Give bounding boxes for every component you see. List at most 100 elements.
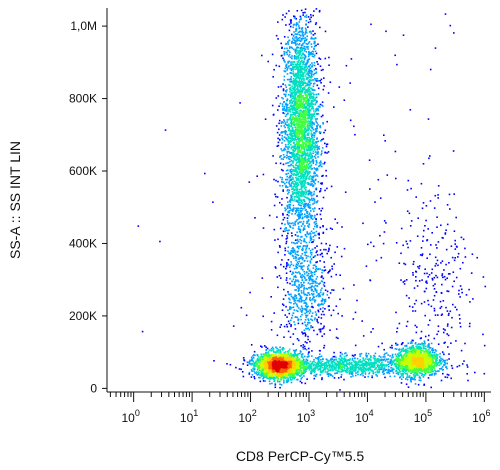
event-dot [282,304,285,307]
event-dot [275,34,278,37]
event-dot [311,104,313,106]
event-dot [304,213,306,215]
event-dot [291,47,294,49]
event-dot [286,189,289,192]
event-dot [306,356,309,358]
event-dot [312,92,314,94]
event-dot [281,135,283,137]
event-dot [297,81,299,84]
event-dot [300,80,302,83]
event-dot [299,118,301,120]
event-dot [300,133,303,136]
event-dot [298,287,300,290]
event-dot [307,157,310,160]
event-dot [260,353,262,356]
event-dot [320,303,323,306]
event-dot [274,266,277,268]
event-dot [303,107,306,109]
event-dot [314,118,317,120]
event-dot [281,142,283,144]
event-dot [300,183,302,186]
event-dot [282,112,284,114]
event-dot [312,14,314,17]
event-dot [323,299,326,301]
event-dot [301,265,303,268]
event-dot [298,226,300,228]
event-dot [295,188,298,191]
event-dot [309,287,311,289]
event-dot [283,70,286,72]
event-dot [303,50,306,52]
event-dot [297,160,300,163]
event-dot [300,202,303,205]
event-dot [306,245,308,248]
event-dot [295,76,298,79]
event-dot [300,54,303,57]
event-dot [290,140,292,143]
event-dot [253,370,255,372]
event-dot [311,127,314,130]
event-dot [310,32,313,35]
event-dot [307,125,310,127]
event-dot [303,207,306,209]
event-dot [307,42,310,44]
event-dot [310,237,313,239]
event-dot [302,102,304,105]
event-dot [299,47,302,49]
event-dot [292,72,295,74]
event-dot [313,198,316,201]
event-dot [313,286,315,288]
event-dot [315,314,318,316]
event-dot [300,48,303,50]
event-dot [331,289,333,291]
event-dot [316,254,319,256]
event-dot [299,295,302,298]
event-dot [306,121,309,124]
event-dot [289,101,292,103]
event-dot [307,78,309,80]
event-dot [279,201,281,204]
event-dot [300,156,303,159]
event-dot [296,141,298,143]
event-dot [284,249,287,252]
event-dot [294,302,297,304]
event-dot [273,312,275,314]
event-dot [262,353,265,355]
event-dot [304,131,306,133]
event-dot [288,110,290,113]
event-dot [297,23,299,25]
event-dot [306,266,309,268]
event-dot [275,125,278,127]
event-dot [293,296,295,299]
event-dot [301,135,304,138]
event-dot [298,372,300,374]
event-dot [293,153,296,155]
event-dot [296,80,298,83]
event-dot [310,123,313,126]
event-dot [303,174,306,176]
event-dot [330,185,333,188]
event-dot [298,74,301,77]
event-dot [302,175,304,178]
event-dot [310,72,313,75]
event-dot [312,203,314,205]
event-dot [305,51,308,53]
event-dot [285,43,287,45]
event-dot [313,299,315,301]
event-dot [294,168,296,171]
event-dot [305,145,307,147]
event-dot [312,185,314,187]
event-dot [294,108,296,110]
event-dot [328,270,331,273]
event-dot [290,132,293,134]
event-dot [296,134,298,136]
event-dot [324,289,327,291]
event-dot [307,182,310,184]
event-dot [297,68,300,71]
event-dot [320,161,322,164]
event-dot [305,137,307,139]
event-dot [321,280,324,283]
event-dot [295,220,297,223]
event-dot [284,122,287,124]
event-dot [300,77,302,79]
